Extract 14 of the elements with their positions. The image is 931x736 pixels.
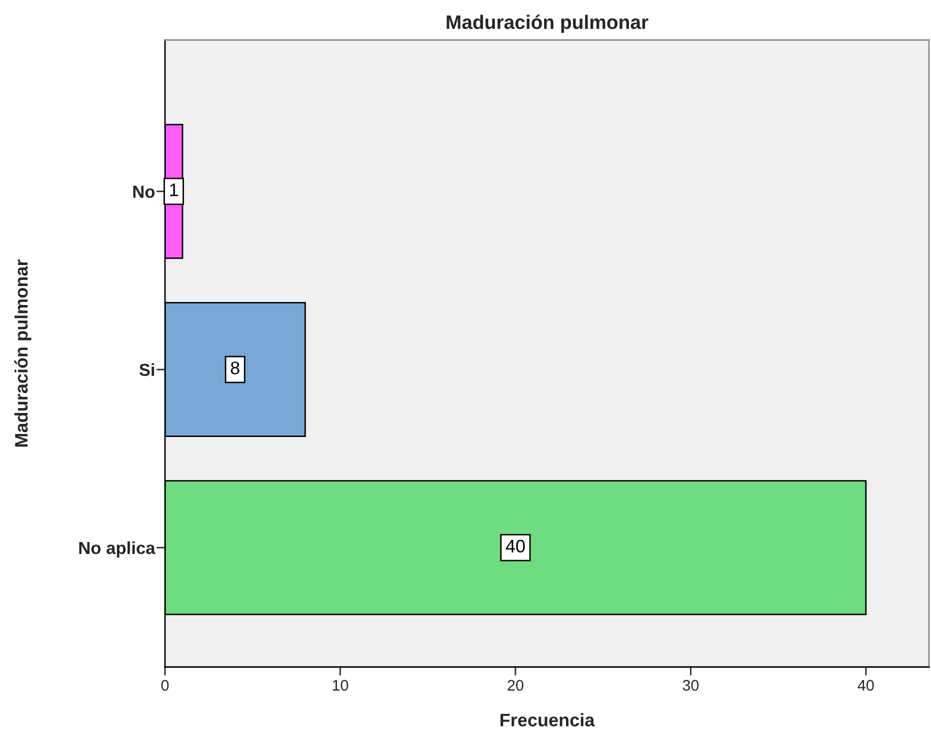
x-tick-label: 20 bbox=[508, 680, 524, 691]
y-tick-label: No bbox=[133, 186, 155, 198]
y-tick-label: Si bbox=[139, 363, 154, 376]
data-label: 40 bbox=[506, 540, 525, 553]
x-tick-label: 40 bbox=[858, 680, 874, 691]
y-axis-title: Maduración pulmonar bbox=[14, 259, 32, 447]
x-axis-title: Frecuencia bbox=[500, 713, 595, 726]
data-label: 8 bbox=[230, 362, 240, 374]
chart-title: Maduración pulmonar bbox=[446, 14, 648, 33]
x-tick-label: 0 bbox=[161, 680, 169, 691]
x-tick-label: 10 bbox=[332, 680, 348, 691]
data-label: 1 bbox=[170, 184, 178, 196]
x-tick-label: 30 bbox=[682, 680, 699, 691]
y-tick-label: No aplica bbox=[79, 541, 156, 558]
